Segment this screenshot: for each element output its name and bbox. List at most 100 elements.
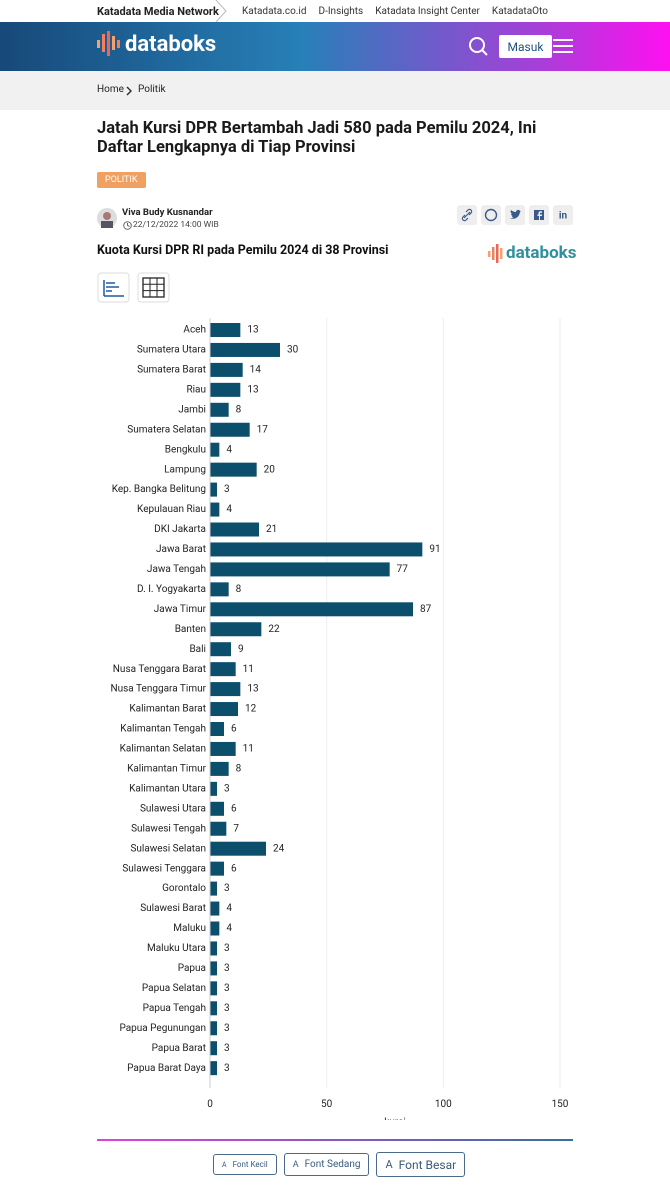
y-tick-label: Lampung [164,464,206,475]
share-facebook[interactable] [529,205,549,225]
value-label: 11 [243,744,254,755]
y-tick-label: Papua Pegunungan [119,1023,206,1034]
breadcrumb-item[interactable]: Politik [138,84,166,95]
value-label: 3 [224,943,230,954]
y-tick-label: Aceh [183,325,206,336]
x-tick-label: 50 [321,1099,333,1110]
chart-brand: databoks [506,243,577,263]
value-label: 87 [420,604,432,615]
bar [210,1041,217,1056]
network-link[interactable]: KatadataOto [491,5,548,17]
bar [210,323,241,337]
value-label: 8 [236,584,242,595]
value-label: 7 [233,823,239,834]
font-size-controls: A Font Kecil A Font Sedang A Font Besar [213,1152,466,1177]
value-label: 4 [226,903,232,914]
y-tick-label: Bengkulu [165,444,206,455]
logo-icon [97,31,120,56]
x-axis-label: kursi [384,1117,406,1120]
network-links: Katadata.co.id D-Insights Katadata Insight… [242,6,548,17]
bar [210,662,236,677]
bar [210,642,231,657]
bar [210,841,266,856]
login-button[interactable]: Masuk [499,35,552,58]
network-name[interactable]: Katadata Media Network [97,4,219,18]
y-tick-label: Sulawesi Barat [140,903,206,914]
font-button[interactable]: A Font Kecil [213,1154,277,1175]
y-tick-label: Papua Barat [152,1043,206,1054]
bar [210,741,236,756]
share-twitter[interactable] [505,205,525,225]
bar [210,1021,217,1036]
table-view-button[interactable] [137,272,171,304]
chart-view-button[interactable] [97,272,131,304]
value-label: 4 [226,444,232,455]
bar [210,941,217,956]
network-link[interactable]: D-Insights [318,5,364,17]
author-name[interactable]: Viva Budy Kusnandar [122,207,213,218]
bar [210,921,220,936]
menu-icon[interactable] [553,38,573,54]
y-tick-label: Sumatera Selatan [127,424,206,435]
bar [210,562,390,577]
site-header: databoks Masuk [0,22,670,71]
network-link[interactable]: Katadata.co.id [242,5,307,17]
y-tick-label: Jawa Timur [154,604,207,615]
divider-line [97,1139,573,1141]
bar [210,522,259,537]
font-icon: A [292,1159,299,1170]
share-buttons: in [457,205,573,225]
y-tick-label: Sumatera Barat [137,365,206,376]
y-tick-label: Papua [178,963,206,974]
bar [210,402,229,417]
share-link[interactable] [457,205,477,225]
value-label: 3 [224,1003,230,1014]
value-label: 77 [397,564,409,575]
brand-icon [488,244,503,263]
value-label: 13 [247,684,258,695]
y-tick-label: Kalimantan Barat [129,704,206,715]
value-label: 13 [247,325,258,336]
share-whatsapp[interactable] [481,205,501,225]
breadcrumb-item[interactable]: Home [97,84,124,95]
bar [210,362,243,377]
font-label: Font Sedang [304,1159,361,1170]
breadcrumb-separator [126,86,132,96]
bar [210,502,220,517]
bar [210,442,220,457]
value-label: 6 [231,724,237,735]
y-tick-label: Jawa Tengah [147,564,206,575]
y-tick-label: Jawa Barat [156,544,206,555]
font-button[interactable]: A Font Besar [376,1152,466,1177]
bar [210,761,229,776]
value-label: 8 [236,764,242,775]
font-button[interactable]: A Font Sedang [283,1153,370,1176]
y-tick-label: Maluku [173,923,206,934]
font-label: Font Kecil [232,1160,268,1169]
y-tick-label: Kalimantan Tengah [120,724,206,735]
bar [210,462,257,477]
bar-chart: 0 50 100 150 kursi Aceh 13 Sumatera Utara 30 Suma… [111,318,569,1120]
bar [210,582,229,597]
top-bar: Katadata Media Network Katadata.co.id D-I… [0,0,670,22]
article-tag[interactable]: POLITIK [97,172,146,188]
bar [210,961,217,976]
y-tick-label: Jambi [178,404,206,415]
value-label: 6 [231,803,237,814]
bar [210,821,227,836]
share-linkedin[interactable]: in [553,205,573,225]
search-icon[interactable] [468,36,490,58]
bar [210,482,217,497]
bar [210,682,241,697]
font-label: Font Besar [398,1157,457,1172]
clock-icon [123,221,132,230]
logo-text[interactable]: databoks [125,32,217,57]
y-tick-label: DKI Jakarta [154,524,206,535]
value-label: 30 [287,345,299,356]
value-label: 21 [266,524,277,535]
network-link[interactable]: Katadata Insight Center [375,5,480,17]
value-label: 4 [226,923,232,934]
font-icon: A [385,1158,393,1171]
divider [215,0,227,22]
y-tick-label: Maluku Utara [147,943,206,954]
